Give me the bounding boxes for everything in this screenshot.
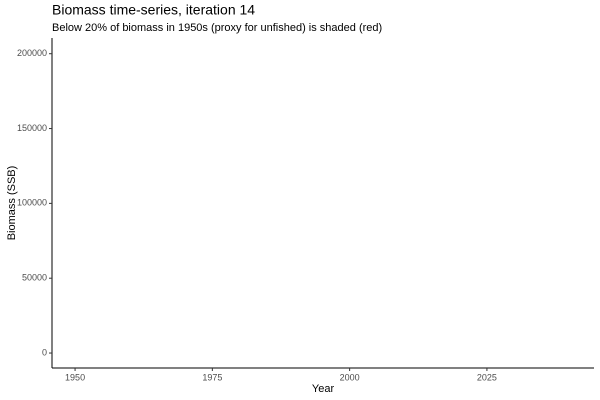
chart-title: Biomass time-series, iteration 14 (52, 2, 255, 18)
y-axis-title: Biomass (SSB) (6, 166, 18, 241)
x-tick-label: 1950 (65, 372, 85, 382)
y-tick-label: 200000 (17, 48, 47, 58)
x-tick-label: 2025 (477, 372, 497, 382)
y-tick-label: 100000 (17, 198, 47, 208)
x-tick-label: 2000 (340, 372, 360, 382)
y-tick-label: 50000 (22, 273, 47, 283)
chart-subtitle: Below 20% of biomass in 1950s (proxy for… (52, 22, 382, 34)
y-tick-label: 150000 (17, 123, 47, 133)
x-axis-title: Year (312, 383, 335, 395)
x-tick-label: 1975 (202, 372, 222, 382)
y-tick-label: 0 (42, 347, 47, 357)
